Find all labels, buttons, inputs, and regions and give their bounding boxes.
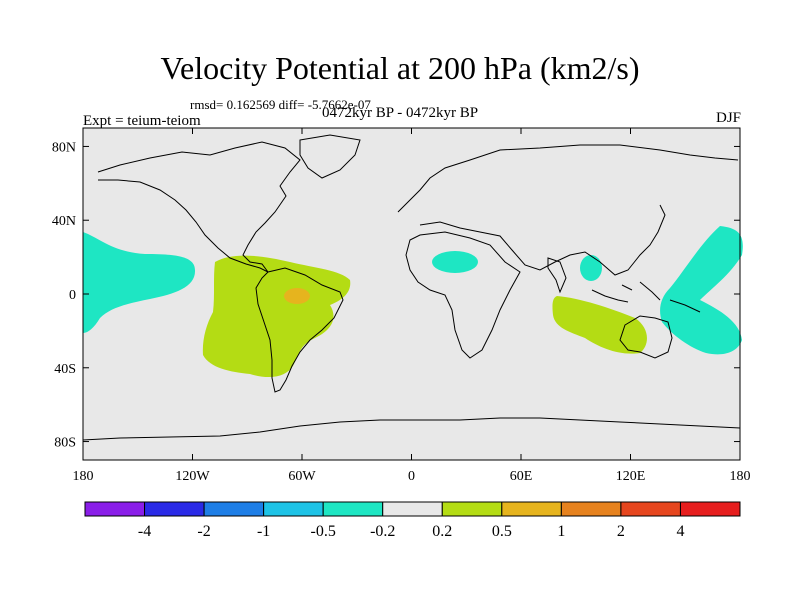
colorbar-label: 0.2 [432, 523, 452, 540]
colorbar-label: 0.5 [492, 523, 512, 540]
colorbar-box [322, 501, 384, 517]
coastlines [82, 134, 741, 441]
coast-india [547, 257, 567, 294]
colorbar-label: -4 [138, 523, 151, 540]
map-background [83, 128, 740, 460]
coast-north-america [97, 141, 301, 273]
coast-antarctica [82, 417, 741, 441]
colorbar-label: 2 [617, 523, 625, 540]
lat-tick-label: 40S [54, 362, 76, 377]
colorbar-box [441, 501, 503, 517]
colorbar-label: -2 [197, 523, 210, 540]
colorbar-box [679, 501, 741, 517]
colorbar-box [382, 501, 443, 517]
lon-tick-label: 0 [408, 469, 415, 484]
lat-tick-label: 80N [52, 140, 76, 155]
coast-africa [405, 231, 521, 359]
coast-australia [619, 315, 673, 359]
lon-tick-label: 60W [288, 469, 316, 484]
lat-tick-label: 0 [69, 288, 76, 303]
shade-cyan-west-pacific [660, 226, 743, 355]
colorbar-label: -0.2 [370, 523, 395, 540]
shade-cyan-africa [432, 251, 478, 273]
colorbar-box [560, 501, 622, 517]
colorbar-box [144, 501, 205, 517]
lon-tick-label: 120E [616, 469, 646, 484]
coast-greenland [299, 134, 361, 179]
rmsd-label: rmsd= 0.162569 diff= -5.7662e-07 [190, 97, 371, 112]
lat-tick-label: 40N [52, 214, 76, 229]
coast-eurasia [397, 144, 739, 276]
season-label: DJF [715, 110, 741, 126]
colorbar-label: 4 [676, 523, 684, 540]
lat-tick-label: 80S [54, 436, 76, 451]
colorbar-label: -1 [257, 523, 270, 540]
colorbar-box [501, 501, 562, 517]
lon-tick-label: 120W [175, 469, 210, 484]
coast-se-asia-islands [591, 281, 701, 313]
colorbar: -4 -2 -1 -0.5 -0.2 0.2 0.5 1 2 4 [84, 501, 741, 540]
lon-tick-label: 180 [730, 469, 751, 484]
shade-cyan-indochina [580, 255, 602, 281]
shade-orange-amazon [284, 288, 310, 304]
shade-cyan-central-pacific [83, 232, 196, 333]
lon-tick-label: 180 [73, 469, 94, 484]
shade-green-south-america [202, 255, 351, 378]
experiment-label: Expt = teium-teiom [83, 113, 201, 129]
lon-tick-label: 60E [510, 469, 533, 484]
colorbar-box [620, 501, 681, 517]
shaded-fields [83, 226, 743, 378]
colorbar-label: -0.5 [311, 523, 336, 540]
coast-south-america [255, 267, 344, 393]
period-label: 0472kyr BP - 0472kyr BP [322, 105, 479, 121]
colorbar-label: 1 [557, 523, 565, 540]
colorbar-box [203, 501, 265, 517]
colorbar-box [84, 501, 146, 517]
colorbar-box [263, 501, 324, 517]
axis-ticks: 80N 40N 0 40S 80S 180 120W 60W 0 60E 120E 180 [52, 128, 751, 484]
shade-green-indian-ocean [552, 296, 647, 354]
plot-title: Velocity Potential at 200 hPa (km2/s) [160, 50, 640, 86]
